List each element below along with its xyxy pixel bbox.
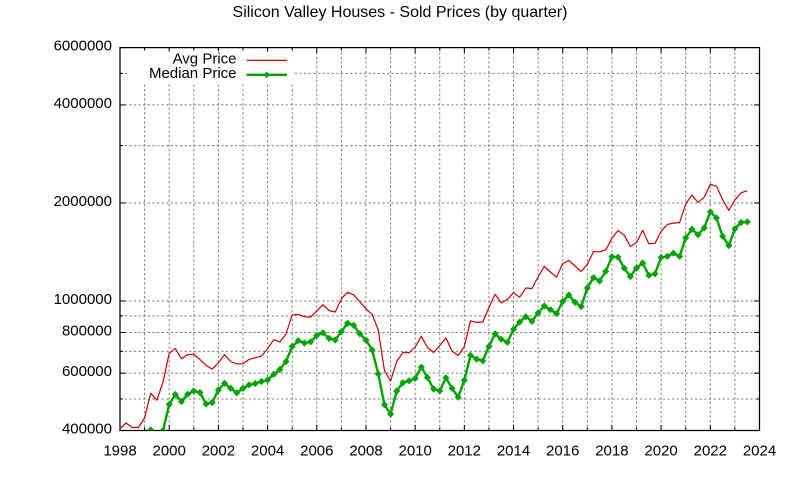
svg-text:800000: 800000 — [62, 322, 112, 339]
svg-text:1000000: 1000000 — [54, 291, 112, 308]
svg-text:2010: 2010 — [399, 442, 432, 459]
svg-text:2008: 2008 — [349, 442, 382, 459]
svg-text:2012: 2012 — [448, 442, 481, 459]
svg-text:Silicon Valley Houses - Sold P: Silicon Valley Houses - Sold Prices (by … — [233, 4, 568, 21]
svg-text:Avg Price: Avg Price — [173, 51, 237, 68]
svg-text:2020: 2020 — [644, 442, 677, 459]
svg-text:2004: 2004 — [251, 442, 284, 459]
svg-text:2022: 2022 — [694, 442, 727, 459]
svg-text:Median Price: Median Price — [149, 65, 237, 82]
svg-text:400000: 400000 — [62, 420, 112, 437]
svg-text:1998: 1998 — [103, 442, 136, 459]
svg-text:6000000: 6000000 — [54, 38, 112, 55]
svg-text:2000000: 2000000 — [54, 193, 112, 210]
svg-text:2000: 2000 — [153, 442, 186, 459]
svg-text:2018: 2018 — [595, 442, 628, 459]
svg-text:4000000: 4000000 — [54, 95, 112, 112]
svg-text:2006: 2006 — [300, 442, 333, 459]
svg-text:600000: 600000 — [62, 363, 112, 380]
svg-text:2002: 2002 — [202, 442, 235, 459]
svg-text:2014: 2014 — [497, 442, 530, 459]
svg-text:2024: 2024 — [743, 442, 776, 459]
svg-text:2016: 2016 — [546, 442, 579, 459]
